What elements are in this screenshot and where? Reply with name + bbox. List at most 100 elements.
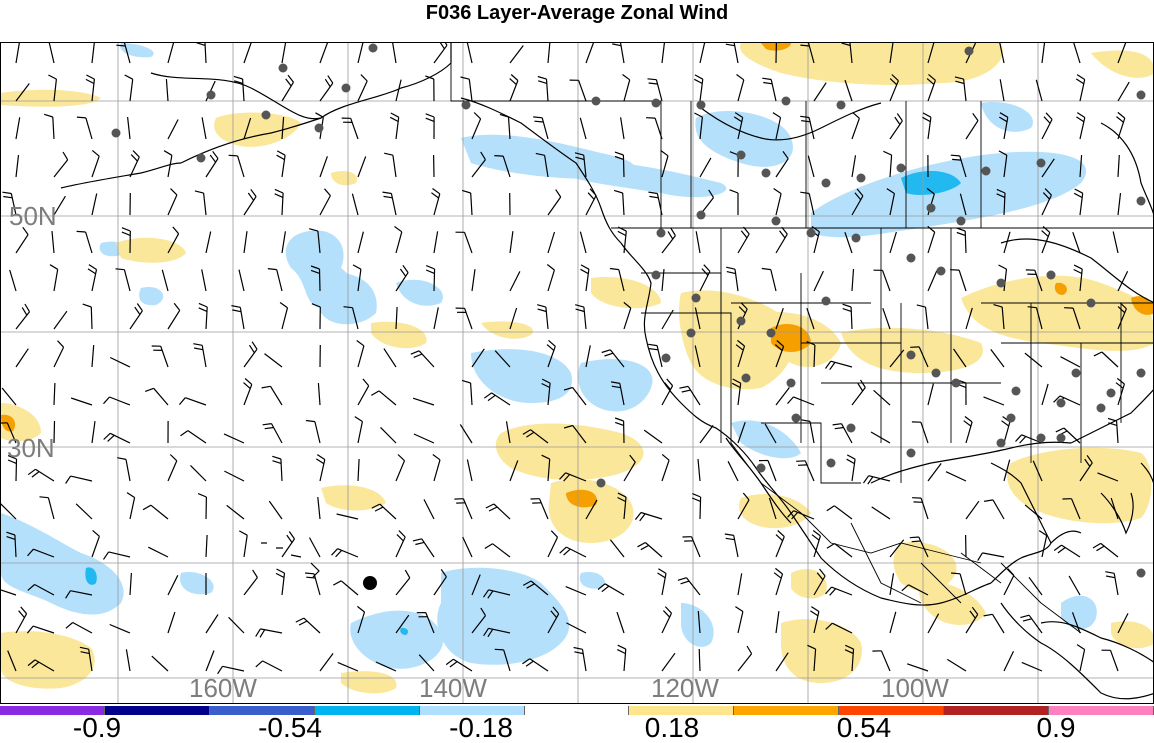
station-marker (736, 150, 746, 160)
wind-barb (1059, 395, 1081, 406)
wind-barb-feather (773, 572, 782, 579)
wind-barb-feather (614, 417, 624, 422)
wind-barb (91, 156, 100, 178)
wind-barb (52, 116, 55, 140)
wind-barb (378, 390, 397, 406)
wind-barb (319, 43, 329, 64)
wind-barb (889, 611, 897, 634)
wind-barb-feather (1117, 306, 1126, 314)
wind-barb-feather (288, 531, 295, 540)
wind-barb (850, 306, 853, 330)
wind-barb (243, 117, 252, 140)
wind-barb (990, 349, 1005, 368)
wind-barb-feather (601, 349, 611, 354)
wind-barb-feather (324, 78, 331, 88)
wind-barb-feather (383, 195, 393, 199)
wind-barb (1003, 155, 1008, 178)
wind-barb (281, 538, 295, 558)
wind-barb-feather (1108, 422, 1118, 426)
wind-barb (927, 383, 934, 406)
wind-barb-feather (272, 455, 282, 460)
wind-barb-feather (178, 397, 186, 405)
wind-barb-feather (971, 606, 979, 615)
wind-barb-feather (480, 607, 487, 616)
wind-barb-feather (404, 569, 411, 579)
wind-barb (85, 231, 93, 254)
wind-barb-feather (487, 590, 494, 599)
wind-barb (578, 80, 587, 102)
wind-barb (813, 82, 827, 102)
wind-barb (694, 345, 701, 368)
station-marker (656, 228, 666, 238)
wind-barb-feather (259, 629, 266, 638)
wind-barb-feather (746, 645, 753, 655)
wind-barb-feather (267, 268, 277, 271)
wind-barb (831, 586, 853, 596)
wind-barb-feather (371, 390, 380, 396)
wind-barb-feather (255, 660, 263, 668)
wind-barb (1063, 427, 1081, 444)
wind-barb (840, 423, 853, 444)
wind-barb-feather (694, 74, 704, 80)
wind-barb (303, 617, 321, 634)
wind-barb-feather (617, 230, 627, 237)
wind-barb (889, 231, 897, 254)
wind-barb (129, 572, 132, 596)
wind-barb-feather (124, 74, 133, 80)
wind-barb-feather (276, 150, 286, 156)
wind-barb (1001, 307, 1005, 330)
wind-barb-feather (212, 150, 219, 159)
wind-barb (807, 155, 815, 178)
wind-barb-feather (356, 340, 365, 347)
map-title: F036 Layer-Average Zonal Wind (425, 2, 729, 24)
wind-barb-feather (845, 644, 854, 650)
wind-barb-feather (87, 268, 96, 275)
wind-barb (1116, 420, 1119, 444)
wind-barb-feather (691, 497, 701, 502)
wind-barb (737, 653, 753, 672)
station-marker (806, 228, 816, 238)
station-marker (591, 96, 601, 106)
wind-barb-feather (27, 548, 34, 557)
wind-barb-feather (775, 567, 783, 575)
wind-barb (1024, 504, 1043, 520)
station-marker (368, 43, 378, 53)
station-marker (906, 253, 916, 263)
wind-barb-feather (954, 76, 964, 80)
wind-barb-feather (92, 529, 100, 537)
wind-barb (927, 231, 936, 254)
wind-barb-feather (384, 152, 394, 156)
wind-barb (737, 573, 743, 596)
station-marker (996, 438, 1006, 448)
wind-barb (640, 511, 663, 520)
wind-barb (488, 589, 511, 596)
wind-barb-feather (473, 112, 482, 120)
wind-barb-feather (634, 512, 642, 520)
wind-barb (269, 385, 283, 406)
wind-barb (622, 154, 625, 178)
wind-barb (91, 345, 95, 368)
wind-barb (1041, 232, 1051, 254)
wind-barb (547, 231, 556, 254)
wind-barb-feather (883, 150, 892, 156)
colorbar-swatch (839, 706, 945, 715)
station-marker (341, 83, 351, 93)
wind-barb (959, 193, 967, 216)
wind-barb (75, 503, 93, 520)
wind-barb (14, 534, 17, 558)
wind-barb-feather (509, 78, 517, 86)
wind-barb (413, 433, 435, 444)
wind-barb (808, 193, 815, 216)
wind-barb-feather (389, 116, 399, 123)
station-marker (821, 178, 831, 188)
wind-barb (205, 158, 219, 178)
wind-barb-feather (2, 191, 12, 195)
wind-barb (243, 577, 258, 596)
wind-barb-feather (647, 78, 657, 81)
wind-barb (47, 497, 55, 520)
wind-barb-feather (781, 226, 788, 235)
wind-barb-feather (726, 266, 736, 270)
wind-barb (281, 231, 286, 254)
wind-barb (462, 498, 473, 520)
wind-barb (471, 269, 476, 292)
